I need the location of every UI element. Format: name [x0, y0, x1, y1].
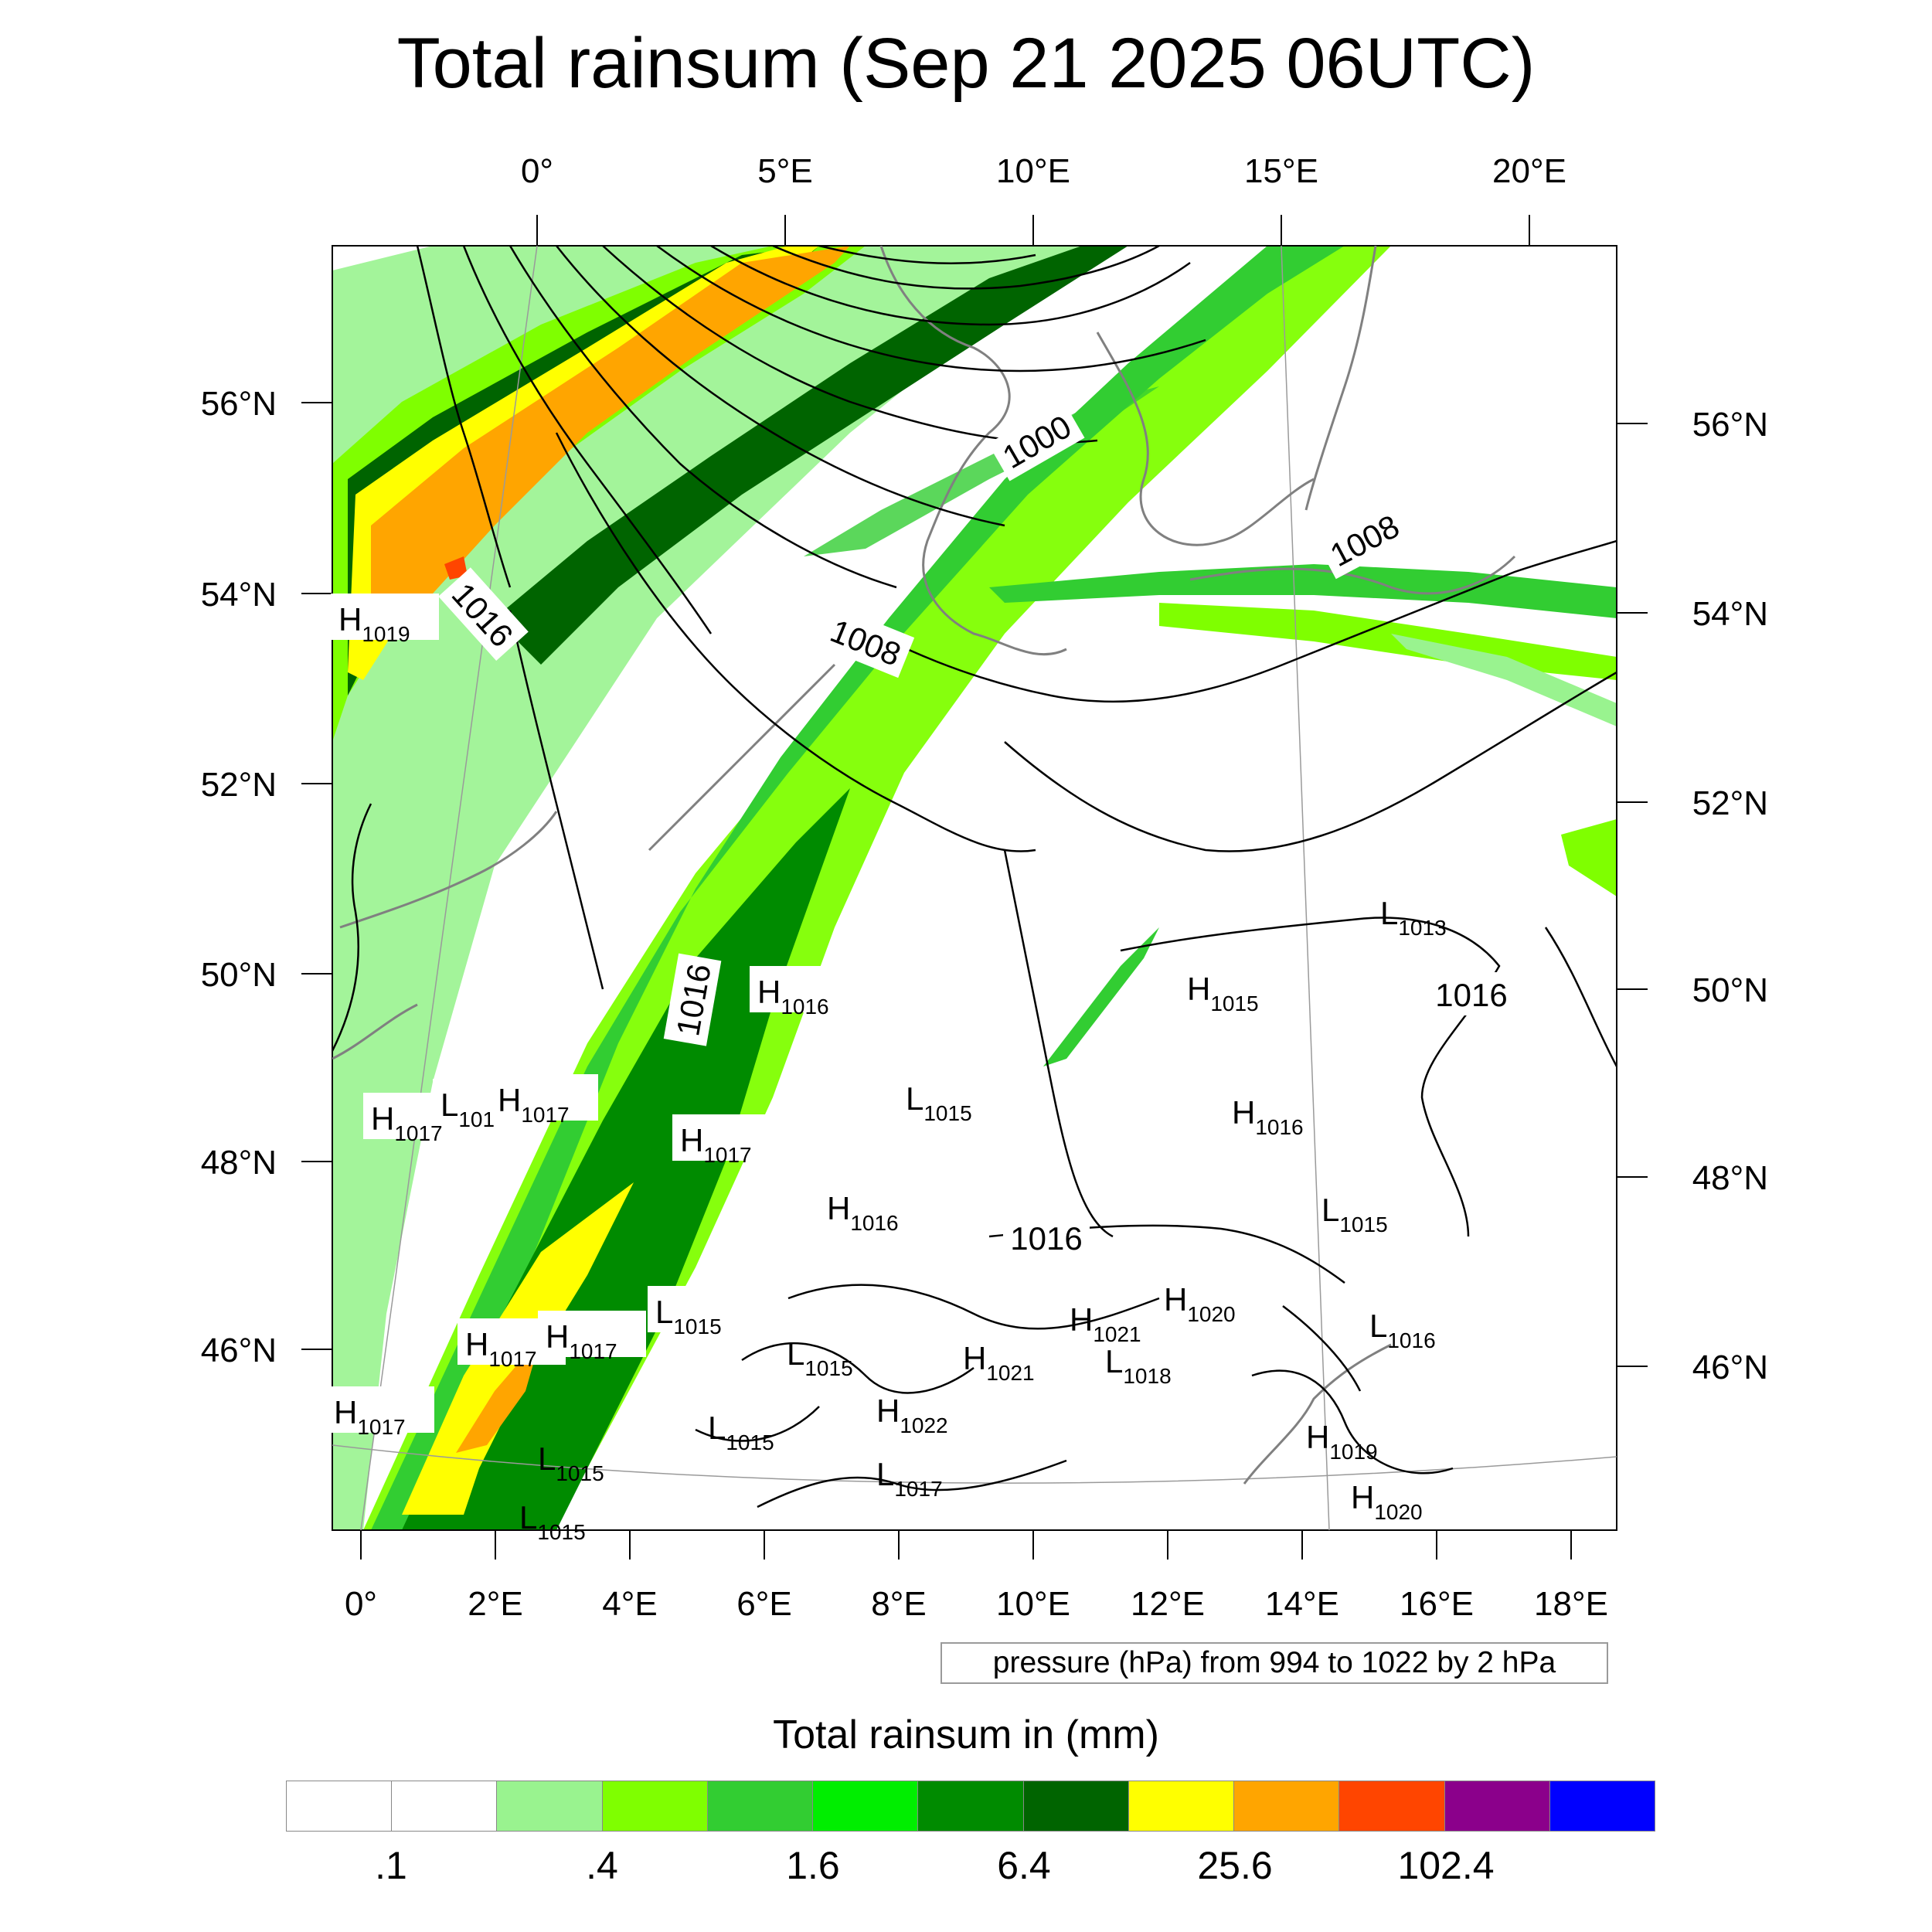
colorbar-label: 25.6 [1197, 1844, 1273, 1887]
pressure-center-marker: H1017 [371, 1100, 443, 1145]
colorbar-swatch [602, 1781, 708, 1831]
pressure-center-marker: H1016 [827, 1190, 899, 1235]
pressure-center-marker: H1020 [1351, 1479, 1423, 1524]
colorbar-swatch [392, 1781, 498, 1831]
pressure-center-marker: L1015 [519, 1499, 586, 1544]
bottom-lon-label: 4°E [602, 1585, 657, 1623]
colorbar [286, 1781, 1655, 1832]
isobar-label: 1016 [1435, 977, 1507, 1013]
legend-title: Total rainsum in (mm) [773, 1713, 1159, 1757]
coastlines [332, 246, 1516, 1485]
pressure-note: pressure (hPa) from 994 to 1022 by 2 hPa [940, 1642, 1608, 1684]
colorbar-swatch [497, 1781, 603, 1831]
left-lat-label: 46°N [201, 1332, 277, 1369]
colorbar-label: .4 [586, 1844, 618, 1887]
bottom-lon-label: 0° [345, 1585, 377, 1623]
right-lat-label: 56°N [1692, 406, 1768, 444]
bottom-lon-label: 10°E [996, 1585, 1070, 1623]
pressure-center-marker: H1017 [334, 1394, 406, 1439]
colorbar-swatch [1444, 1781, 1550, 1831]
colorbar-label: 1.6 [786, 1844, 840, 1887]
pressure-center-marker: H1021 [1070, 1301, 1141, 1346]
colorbar-label: 6.4 [997, 1844, 1051, 1887]
left-lat-label: 50°N [201, 956, 277, 994]
colorbar-swatch [1234, 1781, 1340, 1831]
isobar-label: 1016 [1010, 1220, 1082, 1257]
pressure-center-marker: H1019 [338, 601, 410, 646]
map-title: Total rainsum (Sep 21 2025 06UTC) [396, 24, 1536, 103]
left-lat-label: 54°N [201, 576, 277, 614]
pressure-center-marker: L1015 [655, 1294, 722, 1338]
top-lon-label: 5°E [757, 152, 812, 190]
bottom-lon-label: 16°E [1400, 1585, 1474, 1623]
pressure-center-marker: H1022 [876, 1393, 948, 1437]
bottom-lon-label: 6°E [736, 1585, 791, 1623]
top-lon-label: 15°E [1244, 152, 1318, 190]
map-frame [332, 245, 1617, 1531]
pressure-center-marker: L1015 [538, 1440, 604, 1485]
pressure-center-marker: L1015 [906, 1080, 972, 1125]
bottom-lon-label: 8°E [871, 1585, 926, 1623]
bottom-lon-label: 14°E [1265, 1585, 1339, 1623]
pressure-center-marker: H1021 [963, 1340, 1035, 1385]
top-lon-label: 10°E [996, 152, 1070, 190]
isobars [332, 246, 1617, 1509]
left-lat-label: 56°N [201, 385, 277, 423]
right-lat-label: 50°N [1692, 971, 1768, 1009]
colorbar-swatch [1128, 1781, 1235, 1831]
pressure-center-marker: L101 [440, 1087, 495, 1131]
right-lat-label: 46°N [1692, 1349, 1768, 1386]
colorbar-swatch [1339, 1781, 1445, 1831]
pressure-center-marker: L1018 [1105, 1343, 1172, 1388]
top-lon-axis: 0° 5°E 10°E 15°E 20°E [521, 152, 1566, 246]
bottom-lon-axis: 0° 2°E 4°E 6°E 8°E 10°E 12°E 14°E 16°E 1… [345, 1530, 1608, 1623]
colorbar-swatch [707, 1781, 814, 1831]
pressure-center-marker: H1017 [680, 1122, 752, 1167]
left-lat-axis: 56°N 54°N 52°N 50°N 48°N 46°N [201, 385, 332, 1369]
pressure-center-marker: H1016 [757, 974, 829, 1019]
pressure-center-marker: L1013 [1380, 895, 1447, 940]
colorbar-swatch [813, 1781, 919, 1831]
left-lat-label: 48°N [201, 1144, 277, 1182]
colorbar-swatch [287, 1781, 393, 1831]
pressure-center-marker: L1015 [787, 1335, 853, 1380]
pressure-center-marker: H1017 [465, 1326, 537, 1371]
right-lat-label: 48°N [1692, 1159, 1768, 1197]
bottom-lon-label: 2°E [468, 1585, 522, 1623]
pressure-center-marker: H1015 [1187, 971, 1259, 1015]
bottom-lon-label: 18°E [1534, 1585, 1608, 1623]
left-lat-label: 52°N [201, 766, 277, 804]
colorbar-swatch [1549, 1781, 1655, 1831]
pressure-centers: H1019 H1016 H1017 L101 H1017 H1017 L1015… [326, 594, 1447, 1544]
pressure-center-marker: H1019 [1306, 1419, 1378, 1464]
pressure-center-marker: H1017 [546, 1318, 617, 1363]
pressure-center-marker: H1016 [1232, 1094, 1304, 1139]
pressure-center-marker: H1017 [498, 1082, 570, 1127]
colorbar-label: .1 [375, 1844, 407, 1887]
pressure-center-marker: L1015 [708, 1410, 774, 1454]
pressure-center-marker: H1020 [1164, 1281, 1236, 1326]
pressure-center-marker: L1015 [1321, 1192, 1388, 1236]
colorbar-swatch [918, 1781, 1024, 1831]
pressure-center-marker: L1016 [1369, 1308, 1436, 1352]
bottom-lon-label: 12°E [1131, 1585, 1205, 1623]
right-lat-label: 54°N [1692, 595, 1768, 633]
colorbar-label: 102.4 [1397, 1844, 1495, 1887]
top-lon-label: 0° [521, 152, 553, 190]
right-lat-label: 52°N [1692, 784, 1768, 822]
right-lat-axis: 56°N 54°N 52°N 50°N 48°N 46°N [1617, 406, 1768, 1386]
top-lon-label: 20°E [1492, 152, 1566, 190]
pressure-center-marker: L1017 [876, 1456, 943, 1501]
colorbar-swatch [1023, 1781, 1129, 1831]
